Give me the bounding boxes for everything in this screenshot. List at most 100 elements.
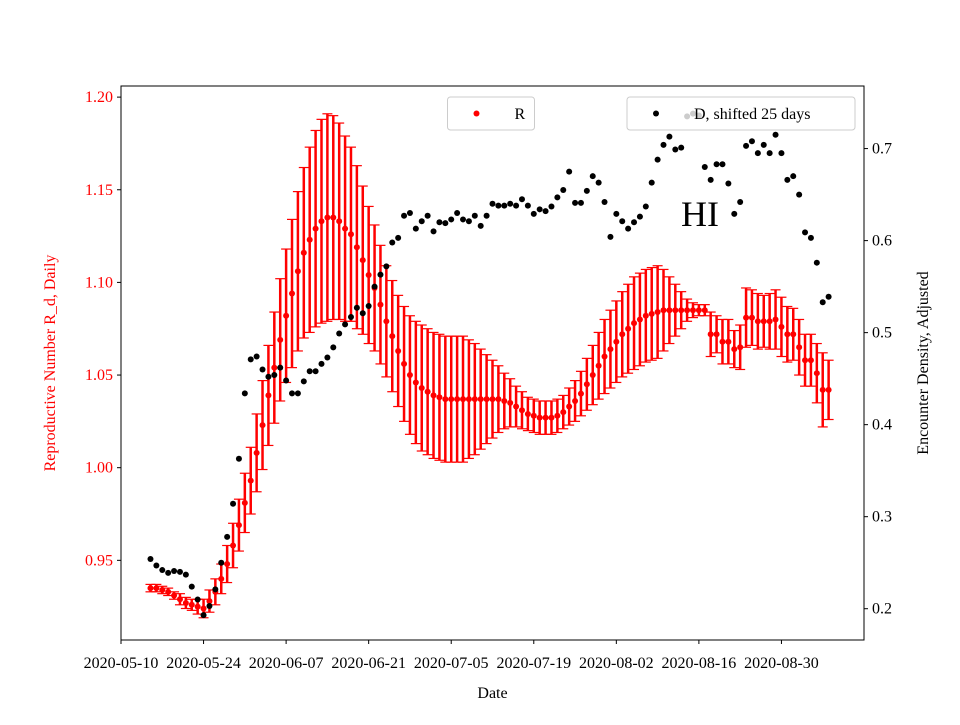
point [524,202,531,209]
point [748,314,755,321]
point [306,236,313,243]
point [589,173,596,180]
point [253,449,260,456]
point [289,390,296,397]
point [719,161,726,168]
point [577,390,584,397]
point [678,144,685,151]
point [188,583,195,590]
point [648,179,655,186]
point [259,422,266,429]
point [365,302,372,309]
point [230,542,237,549]
point [182,599,189,606]
point [318,218,325,225]
legend: D, shifted 25 days [626,96,856,131]
y-tick-label: 1.20 [85,89,113,106]
point [342,321,349,328]
legend-label: D, shifted 25 days [694,106,810,123]
point [825,386,832,393]
point [666,133,673,140]
point [371,283,378,290]
point [436,219,443,226]
point [648,310,655,317]
point [737,198,744,205]
point [572,397,579,404]
point [471,212,478,219]
point [283,312,290,319]
point [589,372,596,379]
point [619,218,626,225]
point [595,179,602,186]
point [501,397,508,404]
y2-axis-label: Encounter Density, Adjusted [915,271,932,454]
point [825,293,832,300]
point [666,307,673,314]
point [294,390,301,397]
point [607,346,614,353]
point [265,373,272,380]
point [802,229,809,236]
point [566,168,573,175]
point [418,218,425,225]
point [743,314,750,321]
point [524,410,531,417]
y2-tick-label: 0.5 [872,325,892,342]
point [507,200,514,207]
point [766,150,773,157]
point [430,228,437,235]
point [147,556,154,563]
point [530,210,537,217]
x-tick-label: 2020-07-19 [496,655,571,672]
point [760,318,767,325]
point [241,499,248,506]
point [165,569,172,576]
point [300,249,307,256]
x-tick-label: 2020-08-30 [744,655,819,672]
point [672,146,679,153]
point [796,191,803,198]
point [383,318,390,325]
point [536,414,543,421]
point [707,176,714,183]
point [654,156,661,163]
point [737,344,744,351]
point [601,353,608,360]
point [784,176,791,183]
point [294,268,301,275]
point [548,203,555,210]
x-tick-label: 2020-05-24 [166,655,241,672]
point [436,394,443,401]
point [289,290,296,297]
point [548,414,555,421]
point [448,396,455,403]
point [147,585,154,592]
point [601,198,608,205]
point [583,381,590,388]
point [300,378,307,385]
point [342,225,349,232]
point [636,213,643,220]
point [206,598,213,605]
plot-frame [120,85,865,641]
point [235,522,242,529]
point [819,386,826,393]
annotation: HI [681,194,719,234]
point [731,210,738,217]
point [725,338,732,345]
legend-box [626,96,856,131]
point [542,414,549,421]
point [406,209,413,216]
point [613,210,620,217]
point [377,301,384,308]
point [159,567,166,574]
point [772,131,779,138]
point [572,199,579,206]
point [271,364,278,371]
point [401,212,408,219]
point [324,354,331,361]
point [636,316,643,323]
point [247,356,254,363]
point [654,309,661,316]
point [477,222,484,229]
